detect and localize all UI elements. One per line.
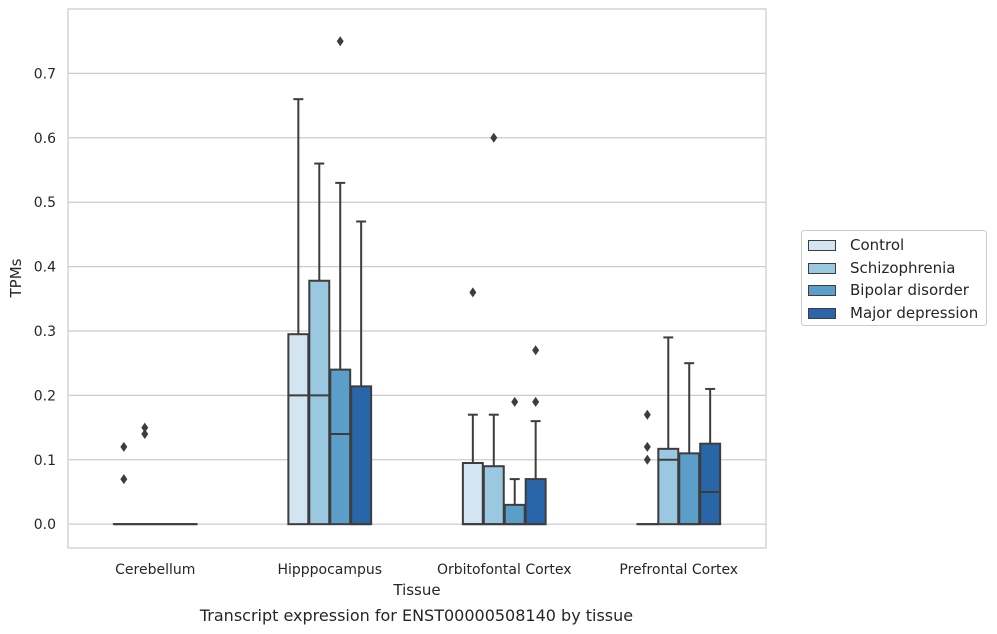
outlier-point (336, 36, 344, 47)
box-schizophrenia (482, 132, 505, 526)
x-tick-labels: Cerebellum Hipppocampus Orbitofontal Corte… (115, 562, 738, 578)
box-body (524, 478, 547, 526)
legend-label-bipolar-disorder: Bipolar disorder (850, 281, 969, 299)
box-control (461, 287, 484, 526)
box-body (350, 385, 373, 526)
outlier-point (141, 429, 149, 440)
x-axis-label: Tissue (392, 581, 440, 599)
y-tick-label: 0.6 (34, 131, 56, 147)
x-tick-label: Cerebellum (115, 562, 195, 578)
y-tick-label: 0.4 (34, 260, 56, 276)
legend-label-control: Control (850, 236, 905, 254)
outlier-point (643, 409, 651, 420)
box-body (678, 452, 701, 526)
box-body (308, 279, 331, 526)
legend-label-major-depression: Major depression (850, 304, 979, 322)
outlier-point (643, 441, 651, 452)
chart-caption: Transcript expression for ENST0000050814… (199, 606, 634, 625)
legend-item-major-depression: Major depression (808, 303, 978, 323)
outlier-point (532, 396, 540, 407)
box-control (287, 98, 310, 526)
outlier-point (120, 474, 128, 485)
outlier-point (643, 454, 651, 465)
box-major-depression (350, 220, 373, 526)
outlier-point (141, 422, 149, 433)
outlier-point (490, 132, 498, 143)
legend-swatch-schizophrenia (808, 262, 836, 274)
box-control (112, 441, 135, 526)
legend-item-bipolar-disorder: Bipolar disorder (808, 280, 969, 300)
outlier-point (532, 345, 540, 356)
x-tick-label: Orbitofontal Cortex (437, 562, 572, 578)
y-tick-label: 0.5 (34, 195, 56, 211)
box-body (503, 503, 526, 526)
box-body (461, 461, 484, 526)
box-bipolar-disorder (503, 396, 526, 526)
legend-swatch-major-depression (808, 307, 836, 319)
box-body (699, 442, 722, 526)
x-tick-label: Prefrontal Cortex (619, 562, 738, 578)
legend-item-schizophrenia: Schizophrenia (808, 258, 955, 278)
outlier-point (120, 441, 128, 452)
box-schizophrenia (133, 422, 156, 526)
outlier-point (469, 287, 477, 298)
box-bipolar-disorder (678, 362, 701, 526)
legend-swatch-bipolar-disorder (808, 284, 836, 296)
y-tick-label: 0.1 (34, 453, 56, 469)
outlier-point (511, 396, 519, 407)
legend-swatch-control (808, 239, 836, 251)
box-body (329, 368, 352, 526)
chart-legend: Control Schizophrenia Bipolar disorder M… (801, 230, 987, 326)
y-tick-label: 0.3 (34, 324, 56, 340)
box-bipolar-disorder (329, 36, 352, 526)
box-major-depression (524, 345, 547, 526)
y-tick-label: 0.2 (34, 388, 56, 404)
y-tick-labels: 0.0 0.1 0.2 0.3 0.4 0.5 0.6 0.7 (34, 66, 56, 533)
y-tick-label: 0.0 (34, 517, 56, 533)
box-schizophrenia (308, 162, 331, 526)
x-tick-label: Hipppocampus (277, 562, 382, 578)
box-body (287, 333, 310, 526)
box-control (636, 409, 659, 526)
legend-item-control: Control (808, 235, 904, 255)
legend-label-schizophrenia: Schizophrenia (850, 259, 956, 277)
box-series (112, 36, 722, 526)
box-major-depression (699, 387, 722, 526)
y-axis-label: TPMs (7, 258, 25, 298)
y-tick-label: 0.7 (34, 66, 56, 82)
box-body (482, 465, 505, 526)
